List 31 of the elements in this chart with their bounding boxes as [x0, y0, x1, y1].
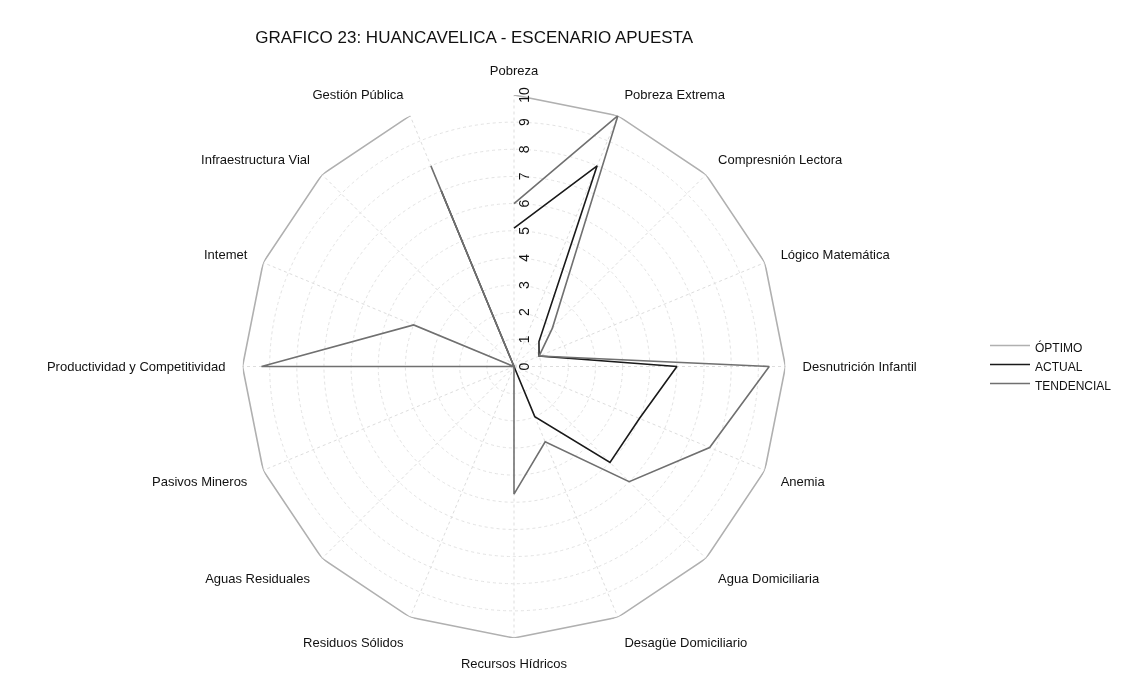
y-tick-label: 10 [515, 87, 532, 103]
spoke-label: Intemet [204, 247, 248, 263]
legend-label: TENDENCIAL [1035, 379, 1112, 394]
spoke-label: Desagüe Domiciliario [624, 634, 748, 650]
spoke-label: Pobreza [489, 63, 539, 79]
y-tick-label: 6 [515, 199, 532, 208]
spoke-label: Aguas Residuales [205, 570, 311, 586]
y-tick-label: 2 [515, 308, 532, 317]
y-tick-label: 9 [515, 118, 532, 127]
spoke-label: Compresnión Lectora [718, 151, 844, 167]
y-tick-label: 1 [515, 335, 532, 344]
y-tick-label: 7 [515, 172, 532, 181]
spoke-label: Agua Domiciliaria [718, 570, 820, 586]
chart-title: GRAFICO 23: HUANCAVELICA - ESCENARIO APUESTA [255, 27, 694, 47]
y-tick-label: 0 [515, 362, 532, 371]
spoke-label: Desnutrición Infantil [802, 359, 917, 375]
spoke-label: Productividad y Competitividad [46, 359, 226, 375]
y-tick-label: 5 [515, 226, 532, 235]
spoke-label: Pasivos Mineros [151, 474, 248, 490]
legend-label: ACTUAL [1035, 360, 1083, 375]
spoke-label: Infraestructura Vial [201, 151, 311, 167]
y-tick-label: 4 [515, 253, 532, 262]
spoke-label: Pobreza Extrema [624, 87, 726, 103]
spoke-label: Gestión Pública [312, 87, 405, 103]
spoke-label: Recursos Hídricos [460, 656, 568, 672]
legend-label: ÓPTIMO [1035, 340, 1083, 356]
y-tick-label: 3 [515, 280, 532, 289]
spoke-label: Anemia [780, 474, 826, 490]
spoke-label: Lógico Matemática [780, 247, 891, 263]
y-tick-label: 8 [515, 145, 532, 154]
spoke-label: Residuos Sólidos [303, 634, 405, 650]
